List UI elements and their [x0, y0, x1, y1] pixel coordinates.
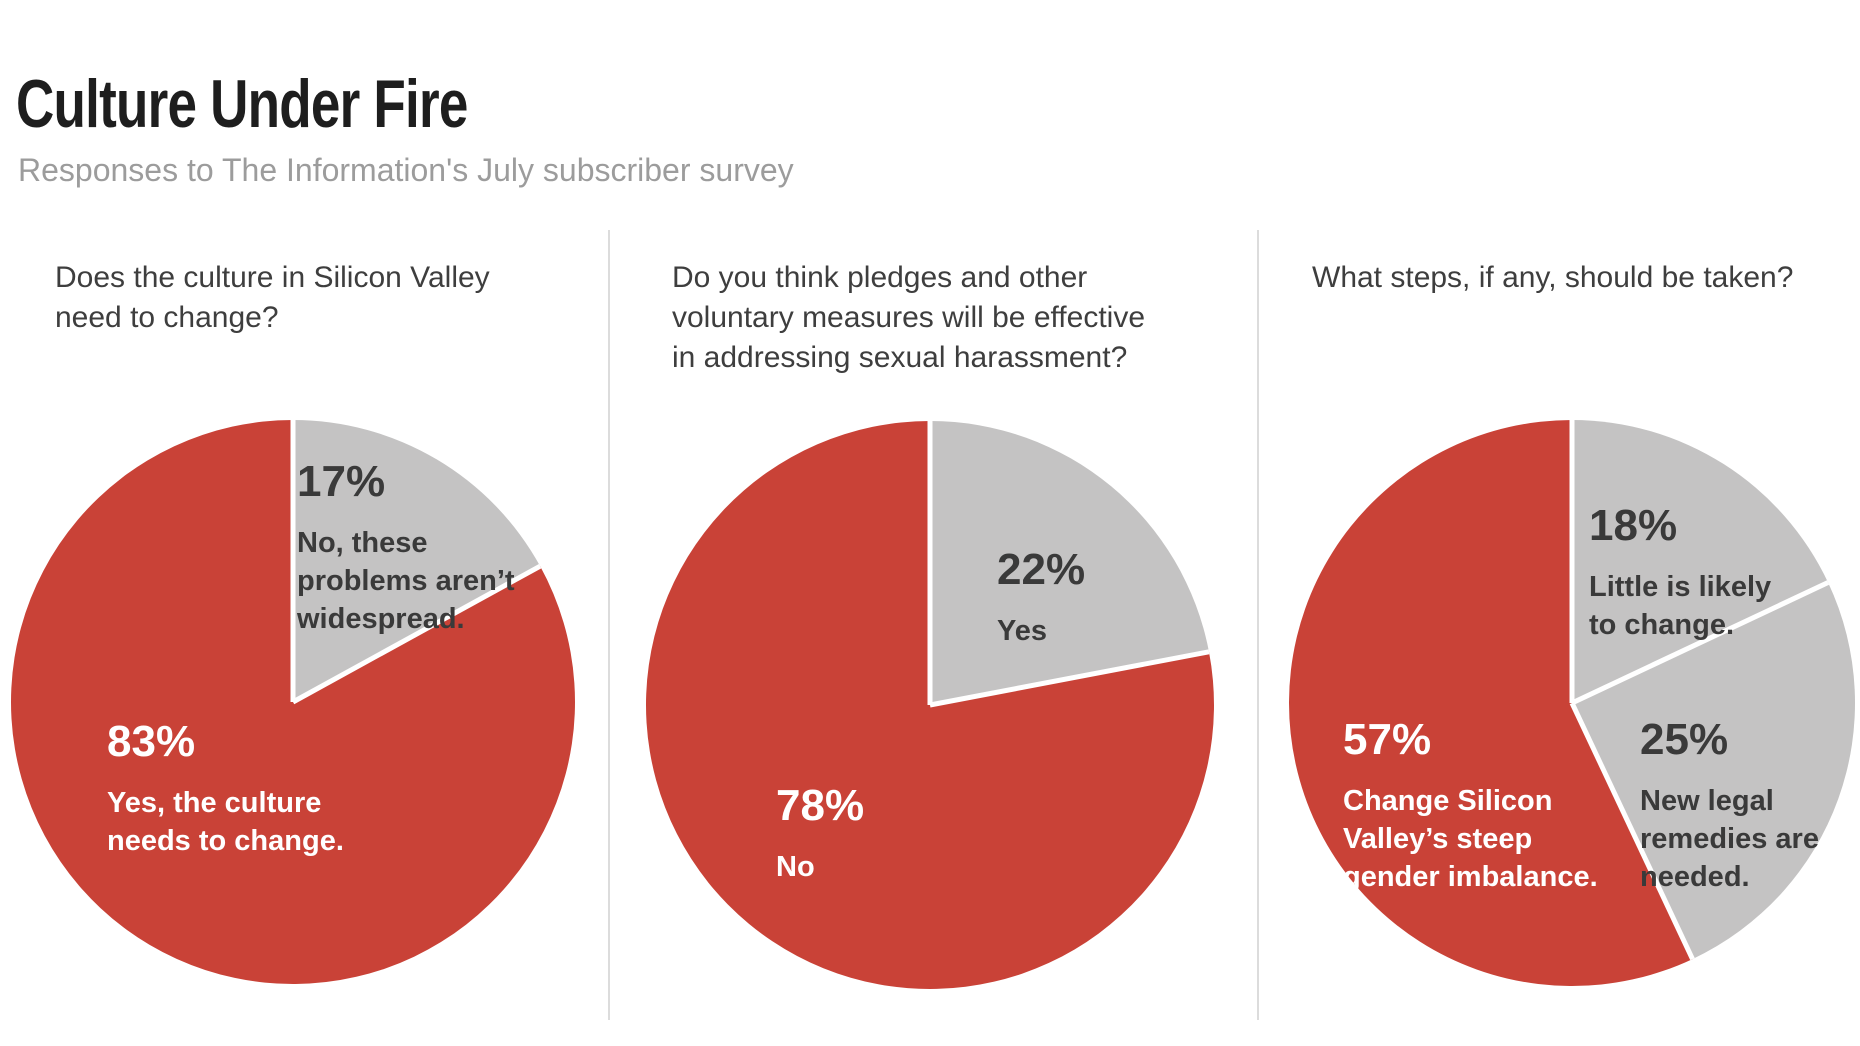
slice-percent: 17% [297, 457, 386, 506]
slice-divider-line [929, 649, 1210, 708]
slice-text: No [776, 851, 815, 883]
slice-divider-line [291, 563, 542, 705]
slice-text: Change Silicon Valley’s steep gender imb… [1343, 785, 1598, 893]
slice-label-yes: 83% Yes, the culture needs to change. [107, 700, 344, 878]
slice-text: No, these problems aren’t widespread. [297, 527, 515, 635]
chart-question-1: Does the culture in Silicon Valley need … [55, 261, 490, 334]
slice-percent: 25% [1640, 715, 1729, 764]
slice-percent: 83% [107, 717, 196, 766]
slice-label-yes: 22% Yes [997, 528, 1085, 668]
slice-text: Little is likely to change. [1589, 571, 1772, 641]
slice-percent: 18% [1589, 501, 1678, 550]
pie-slice [1572, 582, 1855, 960]
slice-text: New legal remedies are needed. [1640, 785, 1819, 893]
slice-label-no: 78% No [776, 764, 864, 904]
chart-question-2: Do you think pledges and other voluntary… [672, 261, 1145, 374]
slice-percent: 57% [1343, 715, 1432, 764]
pie-slice [293, 420, 541, 702]
column-divider [608, 230, 610, 1020]
slice-percent: 22% [997, 545, 1086, 594]
slice-label-little-change: 18% Little is likely to change. [1589, 484, 1771, 662]
slice-divider-line [1569, 701, 1695, 961]
pie-slice [930, 420, 1209, 705]
pie-slice [1572, 420, 1829, 703]
chart-question-3: What steps, if any, should be taken? [1312, 261, 1794, 294]
pie-slice [1289, 420, 1693, 986]
slice-percent: 78% [776, 781, 865, 830]
column-divider [1257, 230, 1259, 1020]
page-subtitle: Responses to The Information's July subs… [18, 152, 794, 188]
slice-label-legal-remedies: 25% New legal remedies are needed. [1640, 698, 1819, 914]
slice-text: Yes, the culture needs to change. [107, 787, 344, 857]
slice-text: Yes [997, 615, 1047, 647]
slice-label-gender-imbalance: 57% Change Silicon Valley’s steep gender… [1343, 698, 1598, 914]
page-title: Culture Under Fire [16, 66, 468, 142]
slice-divider-line [1570, 580, 1830, 706]
slice-label-no: 17% No, these problems aren’t widespread… [297, 440, 515, 656]
